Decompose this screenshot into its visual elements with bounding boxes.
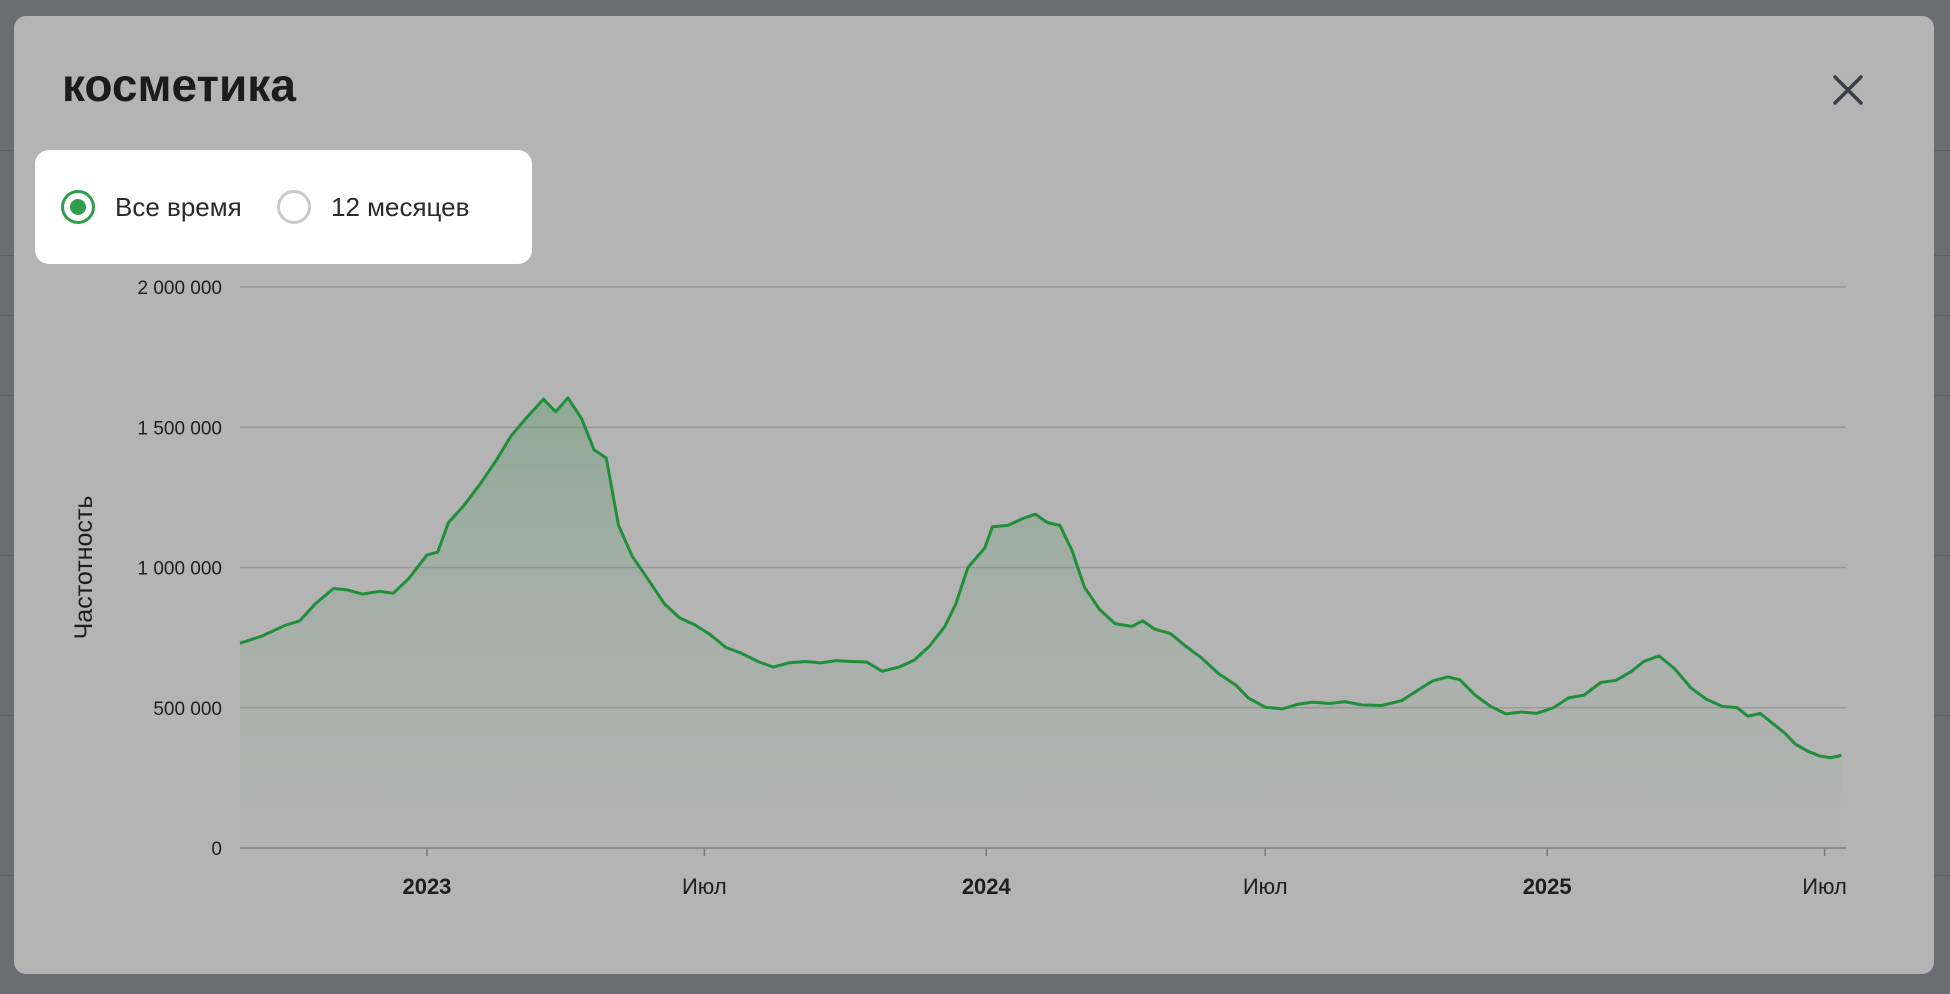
- close-button[interactable]: [1826, 68, 1870, 112]
- y-tick-label: 1 500 000: [137, 418, 222, 439]
- x-axis: 2023 Июл 2024 Июл 2025 Июл: [402, 848, 1847, 899]
- y-tick-label: 2 000 000: [137, 278, 222, 299]
- y-tick-label: 0: [211, 839, 222, 860]
- period-selector: Все время 12 месяцев: [35, 150, 532, 264]
- y-axis: 0 500 000 1 000 000 1 500 000 2 000 000: [137, 278, 222, 860]
- chart-modal: косметика Все время 12 месяцев 0 500 000 1…: [14, 16, 1934, 974]
- y-tick-label: 500 000: [153, 699, 222, 720]
- close-icon: [1833, 75, 1863, 105]
- y-tick-label: 1 000 000: [137, 559, 222, 580]
- radio-checked-icon[interactable]: [61, 190, 95, 224]
- period-option-12-months[interactable]: 12 месяцев: [277, 150, 469, 264]
- x-tick-label: Июл: [682, 874, 727, 899]
- x-tick-label: Июл: [1802, 874, 1847, 899]
- series-line: [239, 396, 1842, 760]
- period-option-all-time[interactable]: Все время: [61, 150, 242, 264]
- frequency-chart: 0 500 000 1 000 000 1 500 000 2 000 000 2023…: [70, 278, 1847, 899]
- modal-title: косметика: [62, 59, 296, 111]
- y-axis-label: Частотность: [70, 496, 98, 640]
- x-tick-label: Июл: [1243, 874, 1288, 899]
- x-tick-label: 2025: [1523, 874, 1572, 899]
- x-tick-label: 2023: [402, 874, 451, 899]
- period-option-label: Все время: [115, 191, 242, 222]
- series-area-fill: [240, 397, 1842, 848]
- chart-area: [239, 396, 1842, 848]
- period-option-label: 12 месяцев: [331, 191, 470, 222]
- radio-unchecked-icon[interactable]: [277, 190, 311, 224]
- x-tick-label: 2024: [962, 874, 1012, 899]
